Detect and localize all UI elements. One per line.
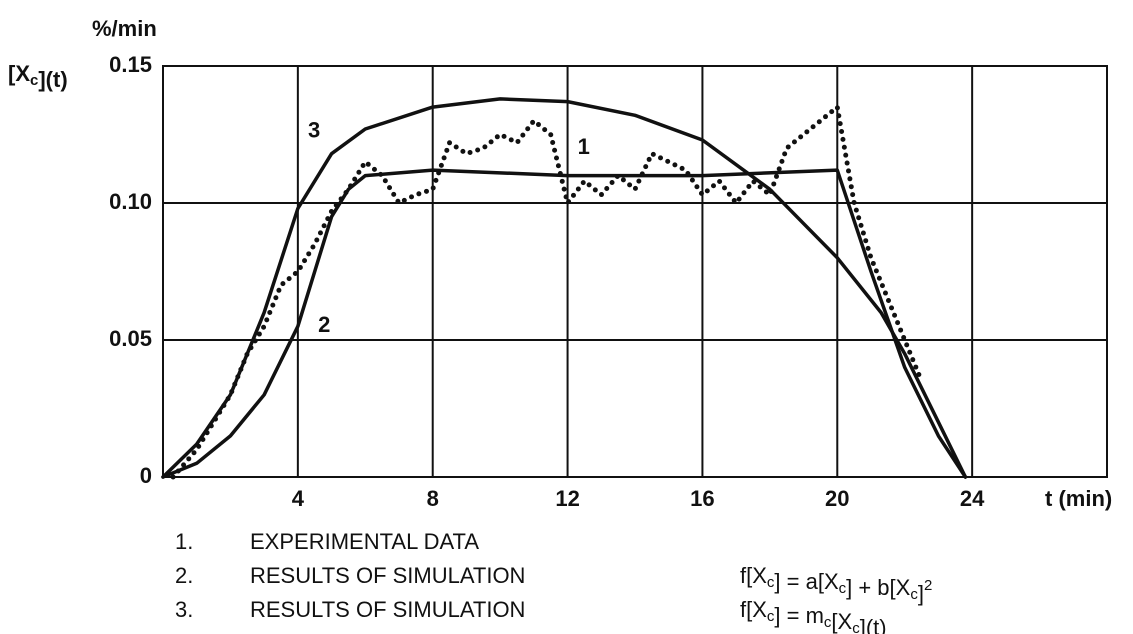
- legend-number: 2.: [175, 563, 193, 588]
- series-line: [170, 104, 925, 480]
- text-part: ] = m: [774, 603, 824, 628]
- text-part: ] + b[X: [846, 575, 911, 600]
- y-tick-label: 0: [140, 463, 152, 488]
- y-tick-label: 0.15: [109, 52, 152, 77]
- text-part: [X: [8, 61, 30, 86]
- legend-number: 3.: [175, 597, 193, 622]
- curve-label: 2: [318, 312, 330, 337]
- subscript: c: [767, 574, 775, 591]
- x-tick-label: 24: [960, 486, 985, 511]
- legend-label: EXPERIMENTAL DATA: [250, 529, 479, 554]
- text-part: f[X: [740, 597, 767, 622]
- subscript: c: [839, 580, 847, 597]
- plot-frame: [162, 65, 1108, 478]
- x-axis-label: t (min): [1045, 486, 1112, 511]
- superscript: 2: [924, 577, 932, 594]
- text-part: ]: [918, 581, 924, 606]
- text-part: ] = a[X: [774, 569, 839, 594]
- x-tick-label: 4: [292, 486, 305, 511]
- legend-formula: f[Xc] = mc[Xc](t): [740, 597, 887, 634]
- x-tick-label: 16: [690, 486, 714, 511]
- legend-formula: f[Xc] = a[Xc] + b[Xc]2: [740, 563, 932, 606]
- subscript: c: [824, 614, 832, 631]
- curve-label: 1: [578, 134, 590, 159]
- y-axis-unit: %/min: [92, 16, 157, 41]
- series-line: [161, 168, 968, 479]
- x-tick-label: 20: [825, 486, 849, 511]
- subscript: c: [30, 72, 38, 89]
- x-tick-label: 12: [555, 486, 579, 511]
- text-part: ](t): [38, 67, 67, 92]
- text-part: f[X: [740, 563, 767, 588]
- curve-label: 3: [308, 118, 320, 143]
- subscript: c: [852, 620, 860, 634]
- series-line: [161, 97, 968, 479]
- legend-number: 1.: [175, 529, 193, 554]
- y-tick-label: 0.05: [109, 326, 152, 351]
- text-part: ](t): [860, 615, 887, 634]
- y-tick-label: 0.10: [109, 189, 152, 214]
- subscript: c: [767, 608, 775, 625]
- y-axis-label: [Xc](t): [8, 61, 68, 92]
- legend-label: RESULTS OF SIMULATION: [250, 563, 525, 588]
- text-part: [X: [831, 609, 852, 634]
- x-tick-label: 8: [427, 486, 439, 511]
- legend-label: RESULTS OF SIMULATION: [250, 597, 525, 622]
- subscript: c: [910, 586, 918, 603]
